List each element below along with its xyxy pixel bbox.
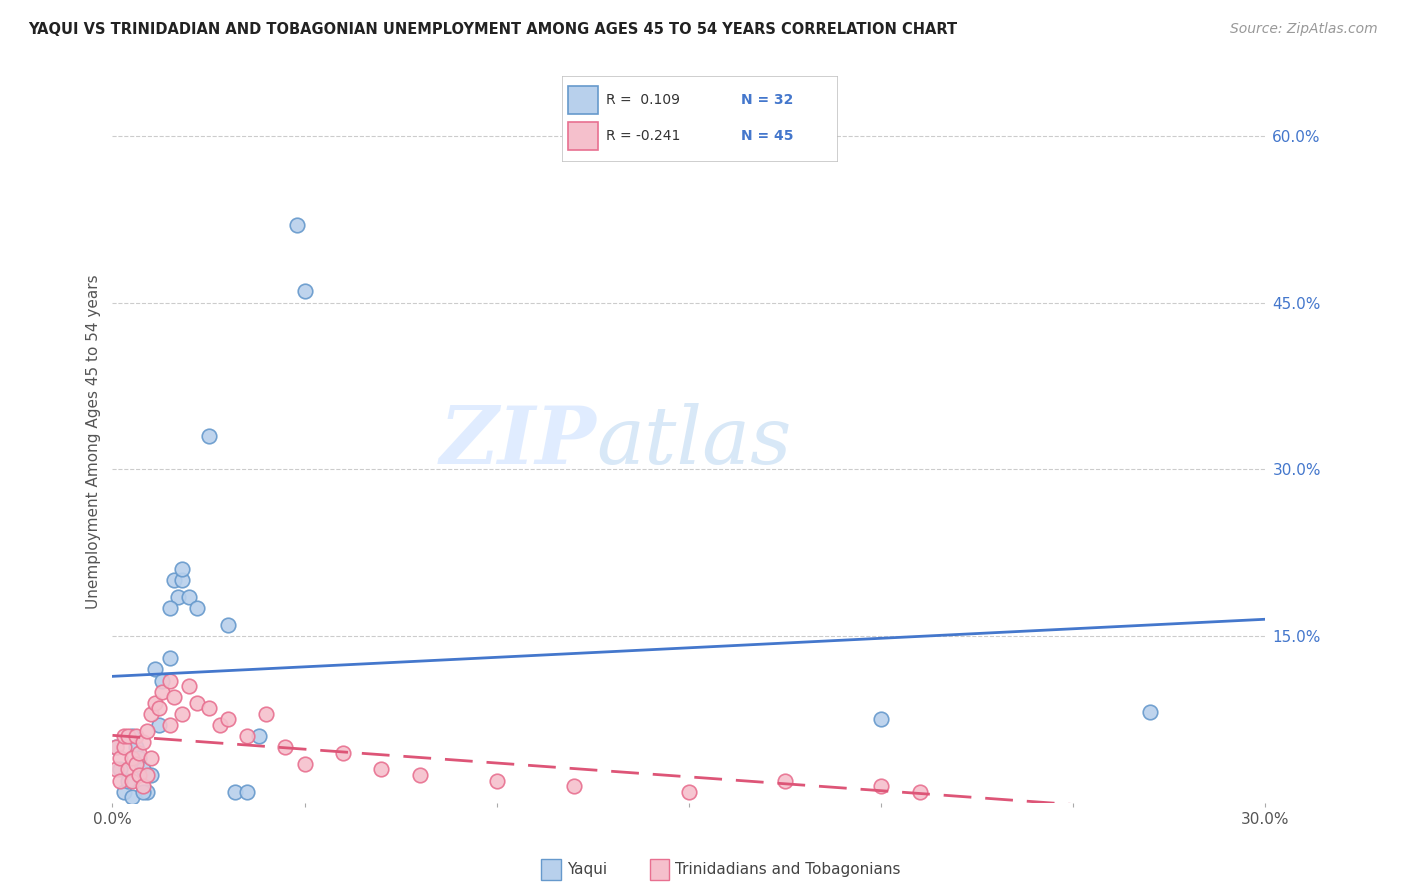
Point xyxy=(485,773,508,788)
Point xyxy=(136,723,159,738)
Point xyxy=(870,713,893,727)
Point xyxy=(1139,705,1161,719)
Point xyxy=(148,718,170,732)
Point xyxy=(143,696,166,710)
Point xyxy=(108,763,131,777)
Point xyxy=(217,713,239,727)
Point xyxy=(105,740,128,755)
Point xyxy=(773,773,796,788)
Point xyxy=(209,718,232,732)
Point xyxy=(562,779,585,793)
Point xyxy=(163,574,186,588)
Point xyxy=(247,729,270,743)
Text: YAQUI VS TRINIDADIAN AND TOBAGONIAN UNEMPLOYMENT AMONG AGES 45 TO 54 YEARS CORRE: YAQUI VS TRINIDADIAN AND TOBAGONIAN UNEM… xyxy=(28,22,957,37)
Point xyxy=(117,763,139,777)
Point xyxy=(108,773,131,788)
Point xyxy=(152,673,174,688)
Point xyxy=(179,679,201,693)
Point xyxy=(139,751,162,765)
Point xyxy=(908,785,931,799)
Point xyxy=(409,768,432,782)
Point xyxy=(678,785,700,799)
Text: Trinidadians and Tobagonians: Trinidadians and Tobagonians xyxy=(675,863,900,877)
Point xyxy=(136,785,159,799)
Point xyxy=(294,285,316,299)
Text: Yaqui: Yaqui xyxy=(567,863,607,877)
Point xyxy=(170,574,193,588)
Point xyxy=(132,779,155,793)
Point xyxy=(128,768,150,782)
Text: N = 45: N = 45 xyxy=(741,129,793,144)
Point xyxy=(121,729,143,743)
Point xyxy=(224,785,246,799)
Point xyxy=(197,701,219,715)
Point xyxy=(112,785,135,799)
Point xyxy=(159,651,181,665)
Point xyxy=(159,718,181,732)
Point xyxy=(186,601,208,615)
Y-axis label: Unemployment Among Ages 45 to 54 years: Unemployment Among Ages 45 to 54 years xyxy=(86,274,101,609)
Point xyxy=(370,763,392,777)
Point xyxy=(170,562,193,576)
Text: ZIP: ZIP xyxy=(440,403,596,480)
Point xyxy=(117,729,139,743)
Point xyxy=(121,751,143,765)
Point xyxy=(274,740,297,755)
Point xyxy=(124,756,146,771)
Point xyxy=(136,768,159,782)
Point xyxy=(217,618,239,632)
Text: Source: ZipAtlas.com: Source: ZipAtlas.com xyxy=(1230,22,1378,37)
Point xyxy=(139,706,162,721)
Point xyxy=(124,740,146,755)
Point xyxy=(170,706,193,721)
Point xyxy=(121,790,143,805)
Point xyxy=(166,590,188,604)
Bar xyxy=(568,87,598,114)
Point xyxy=(294,756,316,771)
Point xyxy=(236,785,259,799)
Point xyxy=(254,706,277,721)
Bar xyxy=(568,122,598,150)
Point xyxy=(139,768,162,782)
Point xyxy=(117,773,139,788)
Point xyxy=(105,763,128,777)
Point xyxy=(186,696,208,710)
Point xyxy=(152,684,174,698)
Text: R = -0.241: R = -0.241 xyxy=(606,129,681,144)
Point xyxy=(121,773,143,788)
Point xyxy=(105,740,128,755)
Text: atlas: atlas xyxy=(596,403,792,480)
Point xyxy=(332,746,354,760)
Point xyxy=(163,690,186,705)
Point xyxy=(285,218,308,232)
Point xyxy=(128,751,150,765)
Point xyxy=(132,763,155,777)
Point xyxy=(870,779,893,793)
Point xyxy=(124,729,146,743)
Point xyxy=(132,734,155,748)
Point xyxy=(108,751,131,765)
Point xyxy=(159,673,181,688)
Point xyxy=(112,729,135,743)
Point xyxy=(148,701,170,715)
Point xyxy=(179,590,201,604)
Point xyxy=(197,429,219,443)
Point xyxy=(112,740,135,755)
Point xyxy=(159,601,181,615)
Point xyxy=(236,729,259,743)
Text: R =  0.109: R = 0.109 xyxy=(606,93,681,107)
Point xyxy=(132,785,155,799)
Text: N = 32: N = 32 xyxy=(741,93,793,107)
Point xyxy=(128,746,150,760)
Point xyxy=(143,662,166,676)
